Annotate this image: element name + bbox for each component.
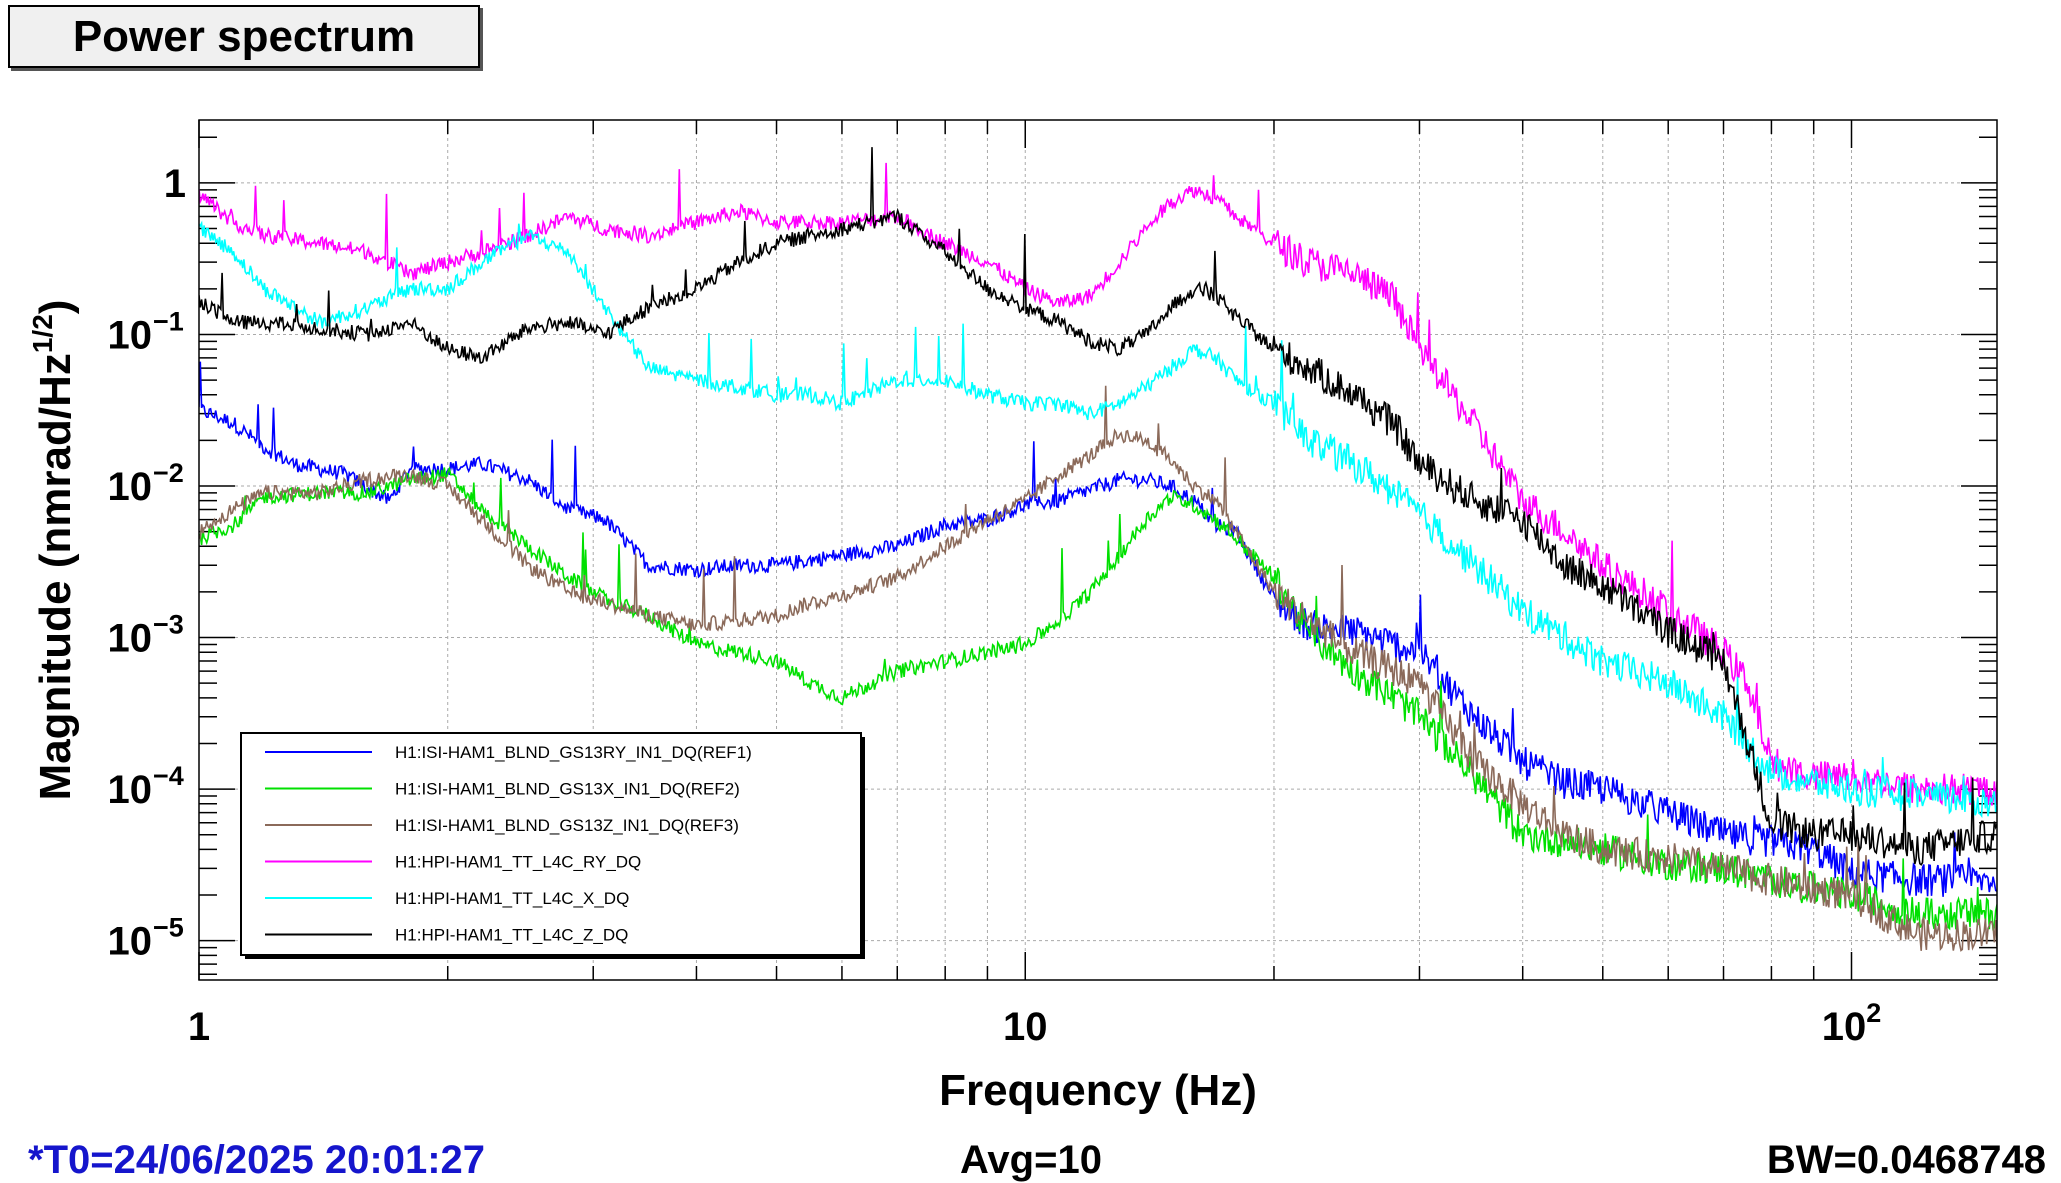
y-tick-labels: 110−110−210−310−410−5	[108, 162, 187, 964]
x-tick-label: 1	[188, 1005, 210, 1049]
series-line-1	[199, 361, 1997, 897]
legend: H1:ISI-HAM1_BLND_GS13RY_IN1_DQ(REF1) H1:I…	[240, 732, 865, 959]
legend-label-1: H1:ISI-HAM1_BLND_GS13RY_IN1_DQ(REF1)	[395, 743, 752, 762]
footer-t0-timestamp: *T0=24/06/2025 20:01:27	[28, 1138, 486, 1182]
footer-averages: Avg=10	[960, 1138, 1102, 1182]
series-layer	[199, 147, 1997, 952]
y-tick-label-exponent: −2	[153, 458, 184, 488]
legend-label-3: H1:ISI-HAM1_BLND_GS13Z_IN1_DQ(REF3)	[395, 816, 739, 835]
y-tick-label: 10	[108, 768, 153, 812]
y-tick-label: 10	[108, 920, 153, 964]
x-tick-label: 10	[1003, 1005, 1048, 1049]
plot-frame	[198, 119, 1998, 981]
y-axis-title: Magnitude (nmrad/Hz1/2)	[27, 300, 80, 801]
y-axis-title-close: )	[31, 300, 80, 315]
footer-bandwidth: BW=0.0468748	[1766, 1138, 2046, 1182]
series-line-4	[199, 162, 1997, 806]
legend-label-5: H1:HPI-HAM1_TT_L4C_X_DQ	[395, 889, 629, 908]
series-line-5	[199, 220, 1997, 819]
y-tick-label: 1	[164, 162, 186, 206]
legend-box	[240, 732, 862, 956]
series-line-3	[199, 385, 1997, 952]
y-tick-label-exponent: −3	[153, 610, 184, 640]
series-line-2	[199, 466, 1997, 931]
y-tick-label: 10	[108, 617, 153, 661]
x-axis-title: Frequency (Hz)	[939, 1066, 1257, 1115]
y-axis-title-main: Magnitude (nmrad/Hz	[31, 353, 80, 800]
chart-title: Power spectrum	[8, 5, 480, 68]
x-tick-label-base: 1	[188, 1005, 210, 1049]
x-tick-label-base: 10	[1003, 1005, 1048, 1049]
y-tick-label-exponent: −5	[153, 913, 184, 943]
x-tick-labels: 1 10 102	[188, 998, 1881, 1049]
y-tick-label: 10	[108, 465, 153, 509]
y-tick-label: 10	[108, 313, 153, 357]
x-tick-label-base: 10	[1822, 1005, 1867, 1049]
legend-label-4: H1:HPI-HAM1_TT_L4C_RY_DQ	[395, 853, 641, 872]
y-tick-label-exponent: −1	[153, 306, 184, 336]
legend-label-2: H1:ISI-HAM1_BLND_GS13X_IN1_DQ(REF2)	[395, 780, 740, 799]
y-tick-label-exponent: −4	[153, 761, 184, 791]
legend-label-6: H1:HPI-HAM1_TT_L4C_Z_DQ	[395, 926, 628, 945]
x-tick-label: 102	[1822, 998, 1882, 1049]
series-line-6	[199, 147, 1997, 866]
y-axis-title-sup: 1/2	[27, 314, 58, 353]
x-tick-label-exponent: 2	[1866, 998, 1881, 1028]
